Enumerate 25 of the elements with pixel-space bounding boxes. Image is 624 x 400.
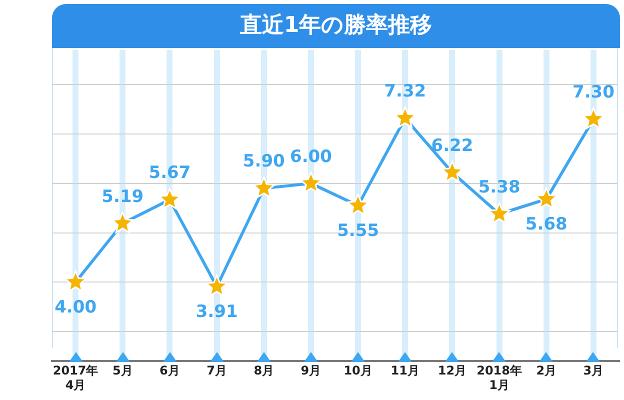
data-label: 6.00: [290, 146, 332, 167]
data-label: 5.55: [337, 221, 380, 242]
data-label: 5.19: [102, 186, 144, 207]
x-tick-label: 11月: [390, 364, 420, 378]
x-tick-label: 5月: [112, 364, 133, 378]
x-tick-label: 10月: [344, 364, 372, 378]
data-label: 5.67: [148, 163, 191, 184]
chart-title: 直近1年の勝率推移: [52, 4, 620, 48]
x-tick-label: 12月: [438, 364, 467, 378]
x-tick-label: 6月: [160, 364, 180, 378]
data-label: 5.90: [242, 152, 286, 172]
data-label: 6.22: [431, 136, 474, 156]
data-label: 5.68: [525, 214, 568, 235]
data-label: 7.30: [572, 82, 615, 103]
x-tick-label: 7月: [206, 364, 227, 378]
data-label: 4.00: [54, 298, 97, 318]
data-label: 7.32: [384, 82, 426, 102]
x-tick-label: 8月: [254, 364, 274, 378]
data-label: 3.91: [196, 302, 238, 322]
x-tick-label: 3月: [583, 364, 604, 378]
data-label: 5.38: [478, 177, 520, 198]
x-tick-label: 2017年 4月: [52, 364, 98, 392]
x-tick-label: 9月: [300, 364, 322, 378]
x-tick-label: 2月: [536, 364, 557, 378]
x-tick-label: 2018年 1月: [476, 364, 522, 392]
